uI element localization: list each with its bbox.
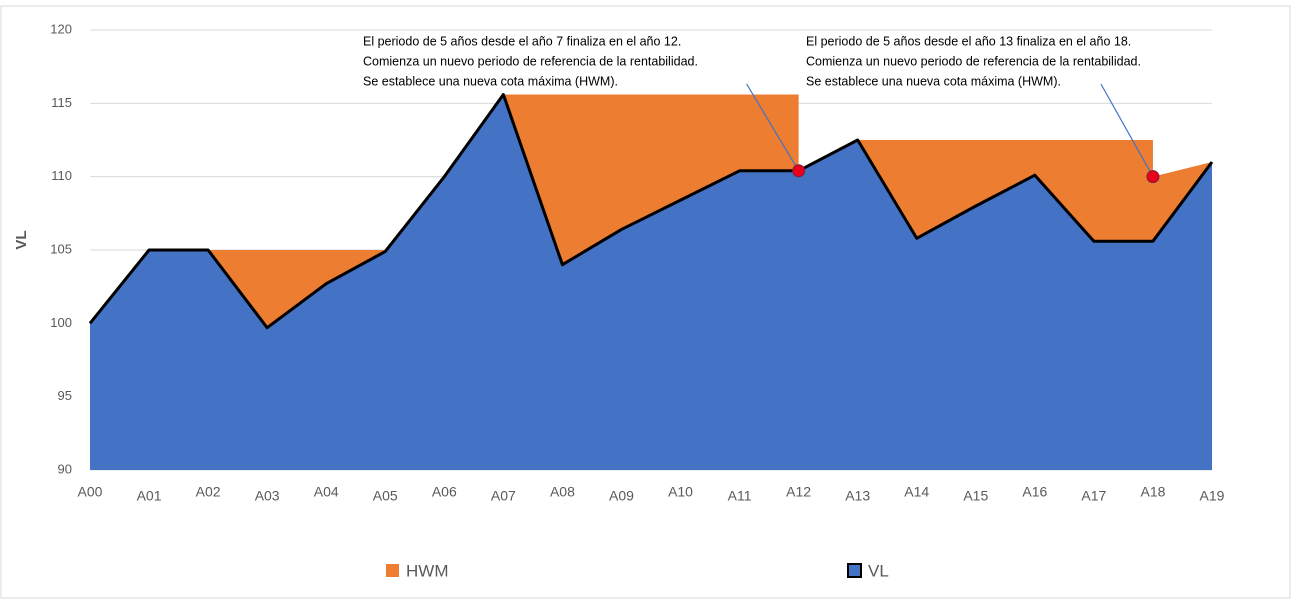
annotation-dot (792, 164, 806, 178)
y-tick-label: 95 (58, 388, 72, 403)
annotation-text: Comienza un nuevo periodo de referencia … (363, 54, 698, 68)
x-tick-label: A09 (609, 488, 634, 504)
y-axis-label: VL (13, 230, 30, 249)
x-tick-label: A19 (1200, 488, 1225, 504)
x-tick-label: A02 (196, 484, 221, 500)
x-tick-label: A05 (373, 488, 398, 504)
x-tick-label: A00 (78, 484, 103, 500)
x-tick-label: A07 (491, 488, 516, 504)
legend-swatch (386, 564, 399, 577)
y-tick-label: 105 (50, 241, 72, 256)
y-tick-label: 100 (50, 315, 72, 330)
x-tick-label: A15 (963, 488, 988, 504)
x-tick-label: A10 (668, 484, 693, 500)
annotation-text: Se establece una nueva cota máxima (HWM)… (806, 74, 1061, 88)
vl-area (90, 94, 1212, 471)
x-tick-label: A08 (550, 484, 575, 500)
y-tick-label: 120 (50, 21, 72, 36)
x-tick-label: A12 (786, 484, 811, 500)
vl-line (88, 93, 1214, 330)
annotation-text: Se establece una nueva cota máxima (HWM)… (363, 74, 618, 88)
annotation-dot (1146, 170, 1160, 184)
legend-swatch (847, 563, 862, 578)
x-tick-label: A11 (728, 488, 752, 504)
x-tick-label: A16 (1022, 484, 1047, 500)
y-tick-label: 110 (51, 168, 72, 183)
annotation-leader (1100, 83, 1154, 177)
hwm-area (90, 94, 1212, 328)
legend-label: HWM (406, 561, 448, 580)
legend-label: VL (868, 561, 889, 580)
annotation-text: Comienza un nuevo periodo de referencia … (806, 54, 1141, 68)
x-tick-label: A13 (845, 488, 870, 504)
x-tick-label: A06 (432, 484, 457, 500)
x-tick-label: A03 (255, 488, 280, 504)
x-tick-label: A18 (1140, 484, 1165, 500)
x-tick-label: A17 (1081, 488, 1106, 504)
x-tick-label: A14 (904, 484, 929, 500)
annotation-leader (746, 83, 800, 172)
annotation-text: El periodo de 5 años desde el año 13 fin… (806, 34, 1131, 48)
y-tick-label: 90 (58, 461, 72, 476)
y-tick-label: 115 (51, 95, 72, 110)
annotation-text: El periodo de 5 años desde el año 7 fina… (363, 34, 681, 48)
x-tick-label: A04 (314, 484, 339, 500)
x-tick-label: A01 (137, 488, 162, 504)
